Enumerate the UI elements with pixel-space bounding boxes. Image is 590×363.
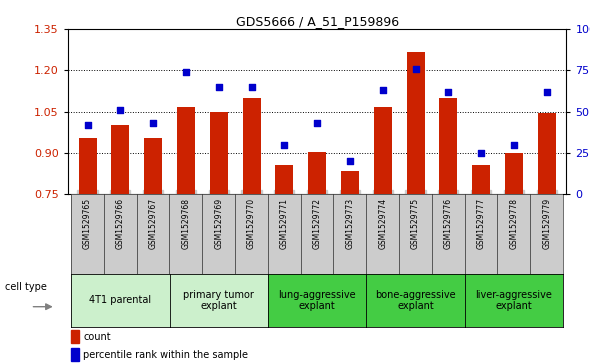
Text: cell type: cell type xyxy=(5,282,47,292)
Point xyxy=(312,120,322,126)
Point xyxy=(542,89,552,95)
Title: GDS5666 / A_51_P159896: GDS5666 / A_51_P159896 xyxy=(235,15,399,28)
Text: percentile rank within the sample: percentile rank within the sample xyxy=(83,350,248,360)
Text: GSM1529774: GSM1529774 xyxy=(378,198,387,249)
Bar xyxy=(242,98,261,194)
Point xyxy=(247,84,256,90)
Point xyxy=(280,142,289,147)
Point xyxy=(83,122,92,128)
Text: GSM1529770: GSM1529770 xyxy=(247,198,256,249)
Text: GSM1529777: GSM1529777 xyxy=(477,198,486,249)
Bar xyxy=(276,165,293,194)
Bar xyxy=(144,138,162,194)
Text: bone-aggressive
explant: bone-aggressive explant xyxy=(375,290,456,311)
Point xyxy=(149,120,158,126)
Point xyxy=(181,69,191,75)
Bar xyxy=(308,151,326,194)
Bar xyxy=(209,111,228,194)
Bar xyxy=(71,330,79,343)
Bar xyxy=(440,98,457,194)
Text: GSM1529778: GSM1529778 xyxy=(509,198,519,249)
Bar xyxy=(407,52,425,194)
Point xyxy=(345,158,355,164)
Text: GSM1529776: GSM1529776 xyxy=(444,198,453,249)
Bar xyxy=(373,107,392,194)
Text: GSM1529771: GSM1529771 xyxy=(280,198,289,249)
Text: GSM1529767: GSM1529767 xyxy=(149,198,158,249)
Point xyxy=(411,66,420,72)
Text: GSM1529766: GSM1529766 xyxy=(116,198,125,249)
Text: count: count xyxy=(83,331,111,342)
Text: GSM1529773: GSM1529773 xyxy=(345,198,355,249)
Text: primary tumor
explant: primary tumor explant xyxy=(183,290,254,311)
Bar xyxy=(472,165,490,194)
Text: 4T1 parental: 4T1 parental xyxy=(89,295,152,305)
Bar xyxy=(71,348,79,361)
Point xyxy=(214,84,224,90)
Text: GSM1529768: GSM1529768 xyxy=(182,198,191,249)
Bar xyxy=(177,107,195,194)
Bar xyxy=(537,113,556,194)
Text: GSM1529769: GSM1529769 xyxy=(214,198,223,249)
Bar xyxy=(341,171,359,194)
Text: GSM1529775: GSM1529775 xyxy=(411,198,420,249)
Text: GSM1529765: GSM1529765 xyxy=(83,198,92,249)
Text: liver-aggressive
explant: liver-aggressive explant xyxy=(476,290,552,311)
Text: lung-aggressive
explant: lung-aggressive explant xyxy=(278,290,356,311)
Point xyxy=(444,89,453,95)
Text: GSM1529772: GSM1529772 xyxy=(313,198,322,249)
Bar xyxy=(505,153,523,194)
Point xyxy=(476,150,486,156)
Bar xyxy=(78,138,97,194)
Point xyxy=(378,87,388,93)
Text: GSM1529779: GSM1529779 xyxy=(542,198,551,249)
Bar xyxy=(112,125,129,194)
Point xyxy=(509,142,519,147)
Point xyxy=(116,107,125,113)
